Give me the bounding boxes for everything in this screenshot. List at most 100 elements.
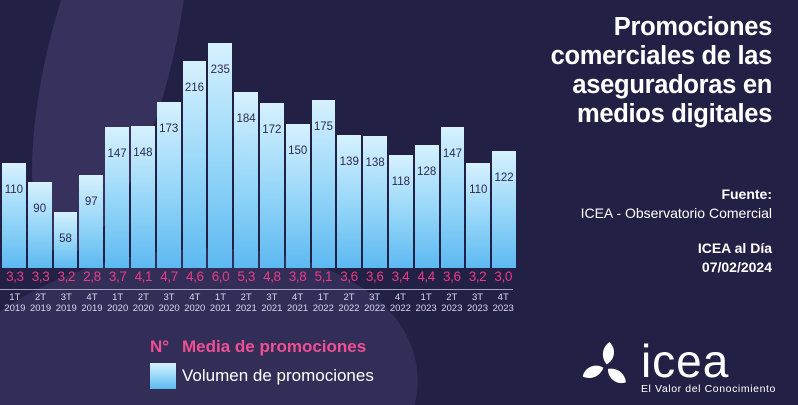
bar-4T-2020: 216 [182,61,207,268]
bar-value-3T-2021: 172 [262,124,282,136]
bar-2T-2020: 148 [130,126,155,268]
legend-item-media: N° Media de promociones [150,336,374,358]
media-symbol: N° [150,337,170,356]
bar-value-3T-2022: 138 [365,157,385,169]
x-label-3T-2020: 3T 2020 [158,292,180,314]
x-label-3T-2022: 3T 2022 [364,292,386,314]
x-label-4T-2023: 4T 2023 [492,292,514,314]
logo-tagline: El Valor del Conocimiento [640,382,776,395]
media-value-4T-2019: 2,8 [83,269,101,284]
x-label-3T-2019: 3T 2019 [55,292,77,314]
bar-value-3T-2019: 58 [59,233,72,245]
x-label-1T-2021: 1T 2021 [209,292,232,314]
x-label-2T-2019: 2T 2019 [29,292,52,314]
bar-value-4T-2022: 118 [391,176,411,188]
axis-divider-line [0,289,513,290]
bar-2T-2021: 184 [234,92,258,268]
x-label-2T-2022: 2T 2022 [338,292,360,314]
bar-4T-2022: 118 [388,155,413,268]
x-label-1T-2019: 1T 2019 [4,292,26,314]
bar-1T-2019: 110 [2,163,26,268]
bar-1T-2020: 147 [105,127,129,268]
x-label-4T-2021: 4T 2021 [287,292,309,314]
media-value-4T-2021: 3,8 [288,269,307,284]
bar-1T-2022: 175 [311,100,336,268]
source-label: Fuente: [721,186,772,202]
bar-value-1T-2019: 110 [4,184,24,196]
publication-date: 07/02/2024 [701,259,772,275]
bar-value-4T-2021: 150 [288,145,308,157]
x-axis-labels: 1T 2019 2T 2019 3T 2019 4T 2019 1T 2020 2T 2020 3T 20… [2,292,516,314]
bar-2T-2023: 147 [440,127,465,268]
bar-2T-2022: 139 [337,135,362,268]
bar-value-4T-2019: 97 [84,196,98,208]
bar-2T-2019: 90 [27,182,52,268]
media-value-2T-2022: 3,6 [340,269,358,284]
legend-media-label: Media de promociones [182,337,367,356]
page-title: Promociones comerciales de las aseguradora… [550,13,773,129]
bar-3T-2022: 138 [363,136,387,268]
x-label-4T-2022: 4T 2022 [389,292,411,314]
bar-value-3T-2023: 110 [469,184,488,196]
bar-3T-2021: 172 [259,103,284,268]
icea-logo: icea El Valor del Conocimiento [579,334,776,400]
x-label-4T-2020: 4T 2020 [184,292,206,314]
bar-value-2T-2020: 148 [133,147,153,159]
media-value-1T-2021: 6,0 [211,269,230,284]
bar-4T-2023: 122 [492,151,516,268]
bar-value-2T-2022: 139 [339,156,359,168]
x-label-2T-2020: 2T 2020 [132,292,154,314]
media-values-row: 3,3 3,3 3,2 2,8 3,7 4,1 4,7 4,6 6,0 5,3 4,8 3,8 5,1 3… [2,269,516,284]
x-label-3T-2023: 3T 2023 [466,292,489,314]
bar-value-4T-2023: 122 [494,172,514,184]
title-line-4: medios digitales [576,100,772,128]
x-label-2T-2023: 2T 2023 [441,292,463,314]
media-value-3T-2020: 4,7 [160,269,178,284]
x-label-4T-2019: 4T 2019 [81,292,103,314]
title-line-3: aseguradoras en [572,71,772,99]
media-value-3T-2019: 3,2 [57,269,76,284]
bar-4T-2021: 150 [285,124,310,268]
publication-block: ICEA al Día 07/02/2024 [698,239,772,277]
logo-text: icea El Valor del Conocimiento [640,334,776,395]
x-label-3T-2021: 3T 2021 [261,292,283,314]
media-value-1T-2022: 5,1 [314,269,333,284]
bar-3T-2019: 58 [53,212,78,268]
x-label-1T-2023: 1T 2023 [415,292,437,314]
bar-3T-2023: 110 [466,163,491,268]
media-value-3T-2021: 4,8 [263,269,281,284]
bar-value-2T-2021: 184 [236,113,256,125]
media-value-4T-2022: 3,4 [391,269,410,284]
source-block: Fuente: ICEA - Observatorio Comercial [581,185,772,223]
bar-value-3T-2020: 173 [159,123,179,135]
bar-value-1T-2020: 147 [107,148,127,160]
bar-value-2T-2019: 90 [33,203,47,215]
bar-1T-2021: 235 [208,43,233,268]
source-name: ICEA - Observatorio Comercial [580,205,772,221]
legend-volumen-label: Volumen de promociones [182,366,374,385]
publication-name: ICEA al Día [697,240,772,256]
media-value-4T-2020: 4,6 [185,269,204,284]
bar-value-1T-2023: 128 [417,166,437,178]
media-value-1T-2019: 3,3 [6,269,24,284]
media-value-2T-2020: 4,1 [134,269,153,284]
x-label-1T-2022: 1T 2022 [312,292,334,314]
media-value-3T-2023: 3,2 [468,269,487,284]
x-label-1T-2020: 1T 2020 [107,292,129,314]
bar-1T-2023: 128 [414,145,439,268]
bar-value-1T-2022: 175 [313,121,334,133]
x-label-2T-2021: 2T 2021 [235,292,257,314]
media-value-1T-2023: 4,4 [417,269,435,284]
bar-value-4T-2020: 216 [184,82,205,94]
media-value-2T-2019: 3,3 [31,269,50,284]
title-line-1: Promociones [613,13,773,41]
title-line-2: comerciales de las [550,42,773,70]
media-value-2T-2023: 3,6 [443,269,461,284]
logo-name: icea [640,334,730,387]
bar-value-2T-2023: 147 [442,148,463,160]
bar-3T-2020: 173 [156,102,181,268]
icea-petals-icon [582,342,626,384]
media-value-2T-2021: 5,3 [237,269,255,284]
legend-item-volumen: Volumen de promociones [150,363,374,389]
